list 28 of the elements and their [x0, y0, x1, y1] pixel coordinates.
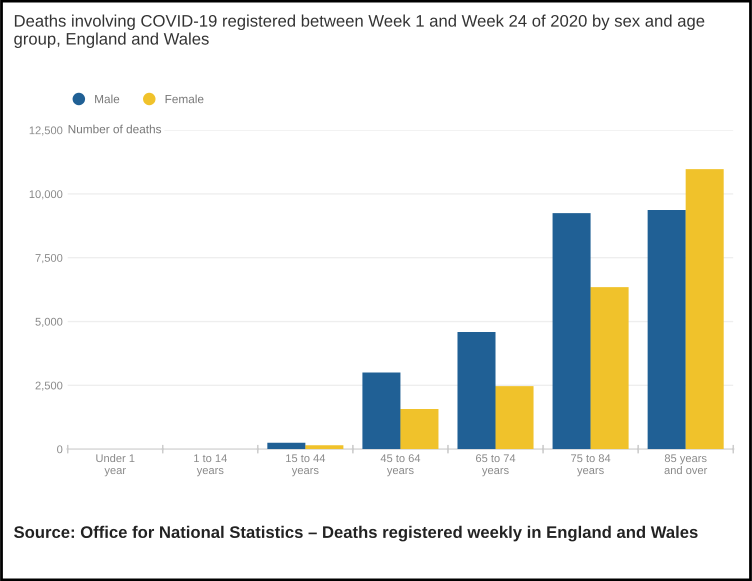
bar [362, 372, 400, 450]
chart-title: Deaths involving COVID-19 registered between Week 1 and Week 24 of 2020 by sex and age group, England and Wales [14, 14, 704, 48]
bar [400, 409, 438, 450]
y-axis-title: Number of deaths [68, 124, 162, 134]
x-tick-label: 75 to 84 years [571, 454, 610, 476]
legend-label: Male [95, 94, 120, 104]
bar [457, 332, 496, 450]
y-tick-label: 0 [57, 445, 62, 454]
bar [686, 169, 724, 450]
bar [552, 213, 591, 450]
x-tick-label: 85 years and over [664, 454, 708, 474]
bar [648, 210, 686, 450]
y-tick-label: 10,000 [30, 190, 62, 200]
bar [496, 386, 534, 450]
y-tick-label: 12,500 [30, 126, 62, 136]
x-tick-label: Under 1 year [96, 454, 134, 476]
legend-label: Female [166, 94, 204, 104]
y-tick-label: 5,000 [35, 318, 62, 327]
x-tick-label: 1 to 14 years [194, 454, 227, 476]
x-tick-label: 65 to 74 years [476, 454, 516, 476]
y-tick-label: 7,500 [36, 254, 62, 264]
bar [267, 442, 306, 450]
x-tick-label: 45 to 64 years [380, 454, 420, 476]
bar [305, 445, 344, 450]
x-tick-label: 15 to 44 years [286, 454, 326, 476]
bar [590, 287, 629, 450]
source-note: Source: Office for National Statistics – Deaths registered weekly in England and Wales [14, 526, 698, 542]
y-tick-label: 2,500 [36, 382, 62, 391]
